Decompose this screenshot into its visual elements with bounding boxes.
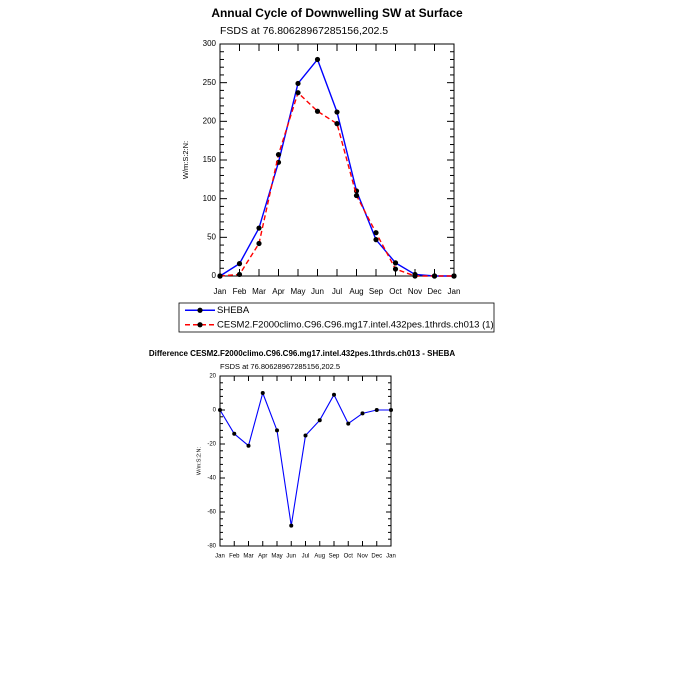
data-point — [360, 411, 365, 416]
legend-label: CESM2.F2000climo.C96.C96.mg17.intel.432p… — [217, 319, 494, 330]
chart-subtitle: FSDS at 76.80628967285156,202.5 — [220, 25, 388, 37]
x-tick-label: Nov — [408, 287, 422, 296]
legend-label: SHEBA — [217, 305, 250, 316]
plot-frame — [219, 375, 392, 547]
x-tick-label: Mar — [243, 554, 253, 560]
data-point — [374, 408, 379, 412]
legend-marker — [197, 307, 203, 313]
legend-marker — [197, 322, 203, 328]
x-tick-label: Oct — [389, 287, 402, 296]
series-line — [219, 92, 454, 277]
data-point — [314, 56, 321, 63]
data-point — [275, 151, 282, 158]
data-point — [373, 230, 379, 236]
y-tick-label: 20 — [209, 374, 216, 380]
x-tick-label: Jun — [311, 287, 324, 296]
data-point — [353, 192, 360, 199]
x-tick-label: Sep — [329, 554, 340, 560]
y-tick-label: 200 — [203, 116, 217, 125]
y-tick-label: 0 — [213, 408, 217, 414]
data-point — [392, 260, 399, 266]
y-tick-label: -20 — [207, 442, 216, 448]
y-tick-label: 50 — [207, 232, 216, 241]
y-tick-label: -40 — [207, 476, 216, 482]
data-point — [451, 273, 457, 279]
data-point — [314, 108, 321, 114]
x-tick-label: Aug — [314, 554, 325, 560]
data-point — [256, 240, 262, 247]
plot-frame — [219, 43, 455, 277]
x-tick-label: Jan — [215, 554, 225, 560]
data-point — [256, 225, 262, 231]
data-point — [289, 523, 294, 528]
x-tick-label: Sep — [369, 287, 384, 296]
x-tick-label: Dec — [371, 554, 382, 560]
data-point — [260, 391, 265, 395]
data-point — [275, 428, 279, 433]
x-tick-label: Dec — [427, 287, 441, 296]
y-axis-label: W/m:S:2:N: — [181, 141, 190, 179]
y-tick-label: 250 — [203, 78, 217, 87]
y-tick-label: 300 — [203, 39, 217, 48]
x-tick-label: Jan — [386, 554, 396, 560]
x-tick-label: Jan — [214, 287, 227, 296]
data-point — [236, 271, 243, 278]
data-point — [346, 421, 351, 426]
x-tick-label: Jul — [332, 287, 342, 296]
data-point — [412, 273, 418, 279]
data-point — [334, 109, 340, 115]
x-tick-label: Jan — [448, 287, 461, 296]
series-line — [219, 392, 391, 527]
y-tick-label: 100 — [203, 194, 217, 203]
x-tick-label: Feb — [229, 554, 240, 560]
y-axis-label: W/m:S:2:N: — [196, 446, 202, 475]
data-point — [218, 408, 222, 412]
data-point — [303, 433, 308, 438]
chart-subtitle: FSDS at 76.80628967285156,202.5 — [220, 362, 340, 371]
data-point — [246, 443, 251, 448]
data-point — [334, 121, 340, 127]
x-tick-label: Jun — [286, 554, 296, 560]
x-tick-label: May — [271, 554, 282, 560]
x-tick-label: Feb — [233, 287, 247, 296]
x-tick-label: Apr — [258, 554, 267, 560]
chart-title: Difference CESM2.F2000climo.C96.C96.mg17… — [149, 349, 456, 358]
y-tick-label: -80 — [207, 544, 216, 550]
x-tick-label: Apr — [272, 287, 285, 296]
x-tick-label: Mar — [252, 287, 266, 296]
data-point — [332, 392, 336, 397]
data-point — [317, 418, 322, 423]
data-point — [295, 80, 301, 87]
data-point — [295, 90, 301, 96]
data-point — [389, 408, 393, 412]
chart-title: Annual Cycle of Downwelling SW at Surfac… — [211, 6, 463, 20]
y-tick-label: 150 — [203, 155, 217, 164]
x-tick-label: Nov — [357, 554, 368, 560]
x-tick-label: Aug — [349, 287, 363, 296]
series-line — [219, 58, 454, 277]
data-point — [431, 273, 438, 279]
data-point — [232, 431, 237, 436]
legend-box — [178, 302, 495, 333]
data-point — [373, 237, 379, 243]
y-tick-label: -60 — [207, 510, 216, 516]
y-tick-label: 0 — [212, 271, 217, 280]
data-point — [392, 266, 399, 272]
x-tick-label: Jul — [302, 554, 310, 560]
x-tick-label: May — [290, 287, 305, 296]
data-point — [217, 273, 223, 279]
data-point — [236, 261, 243, 267]
x-tick-label: Oct — [344, 554, 354, 560]
